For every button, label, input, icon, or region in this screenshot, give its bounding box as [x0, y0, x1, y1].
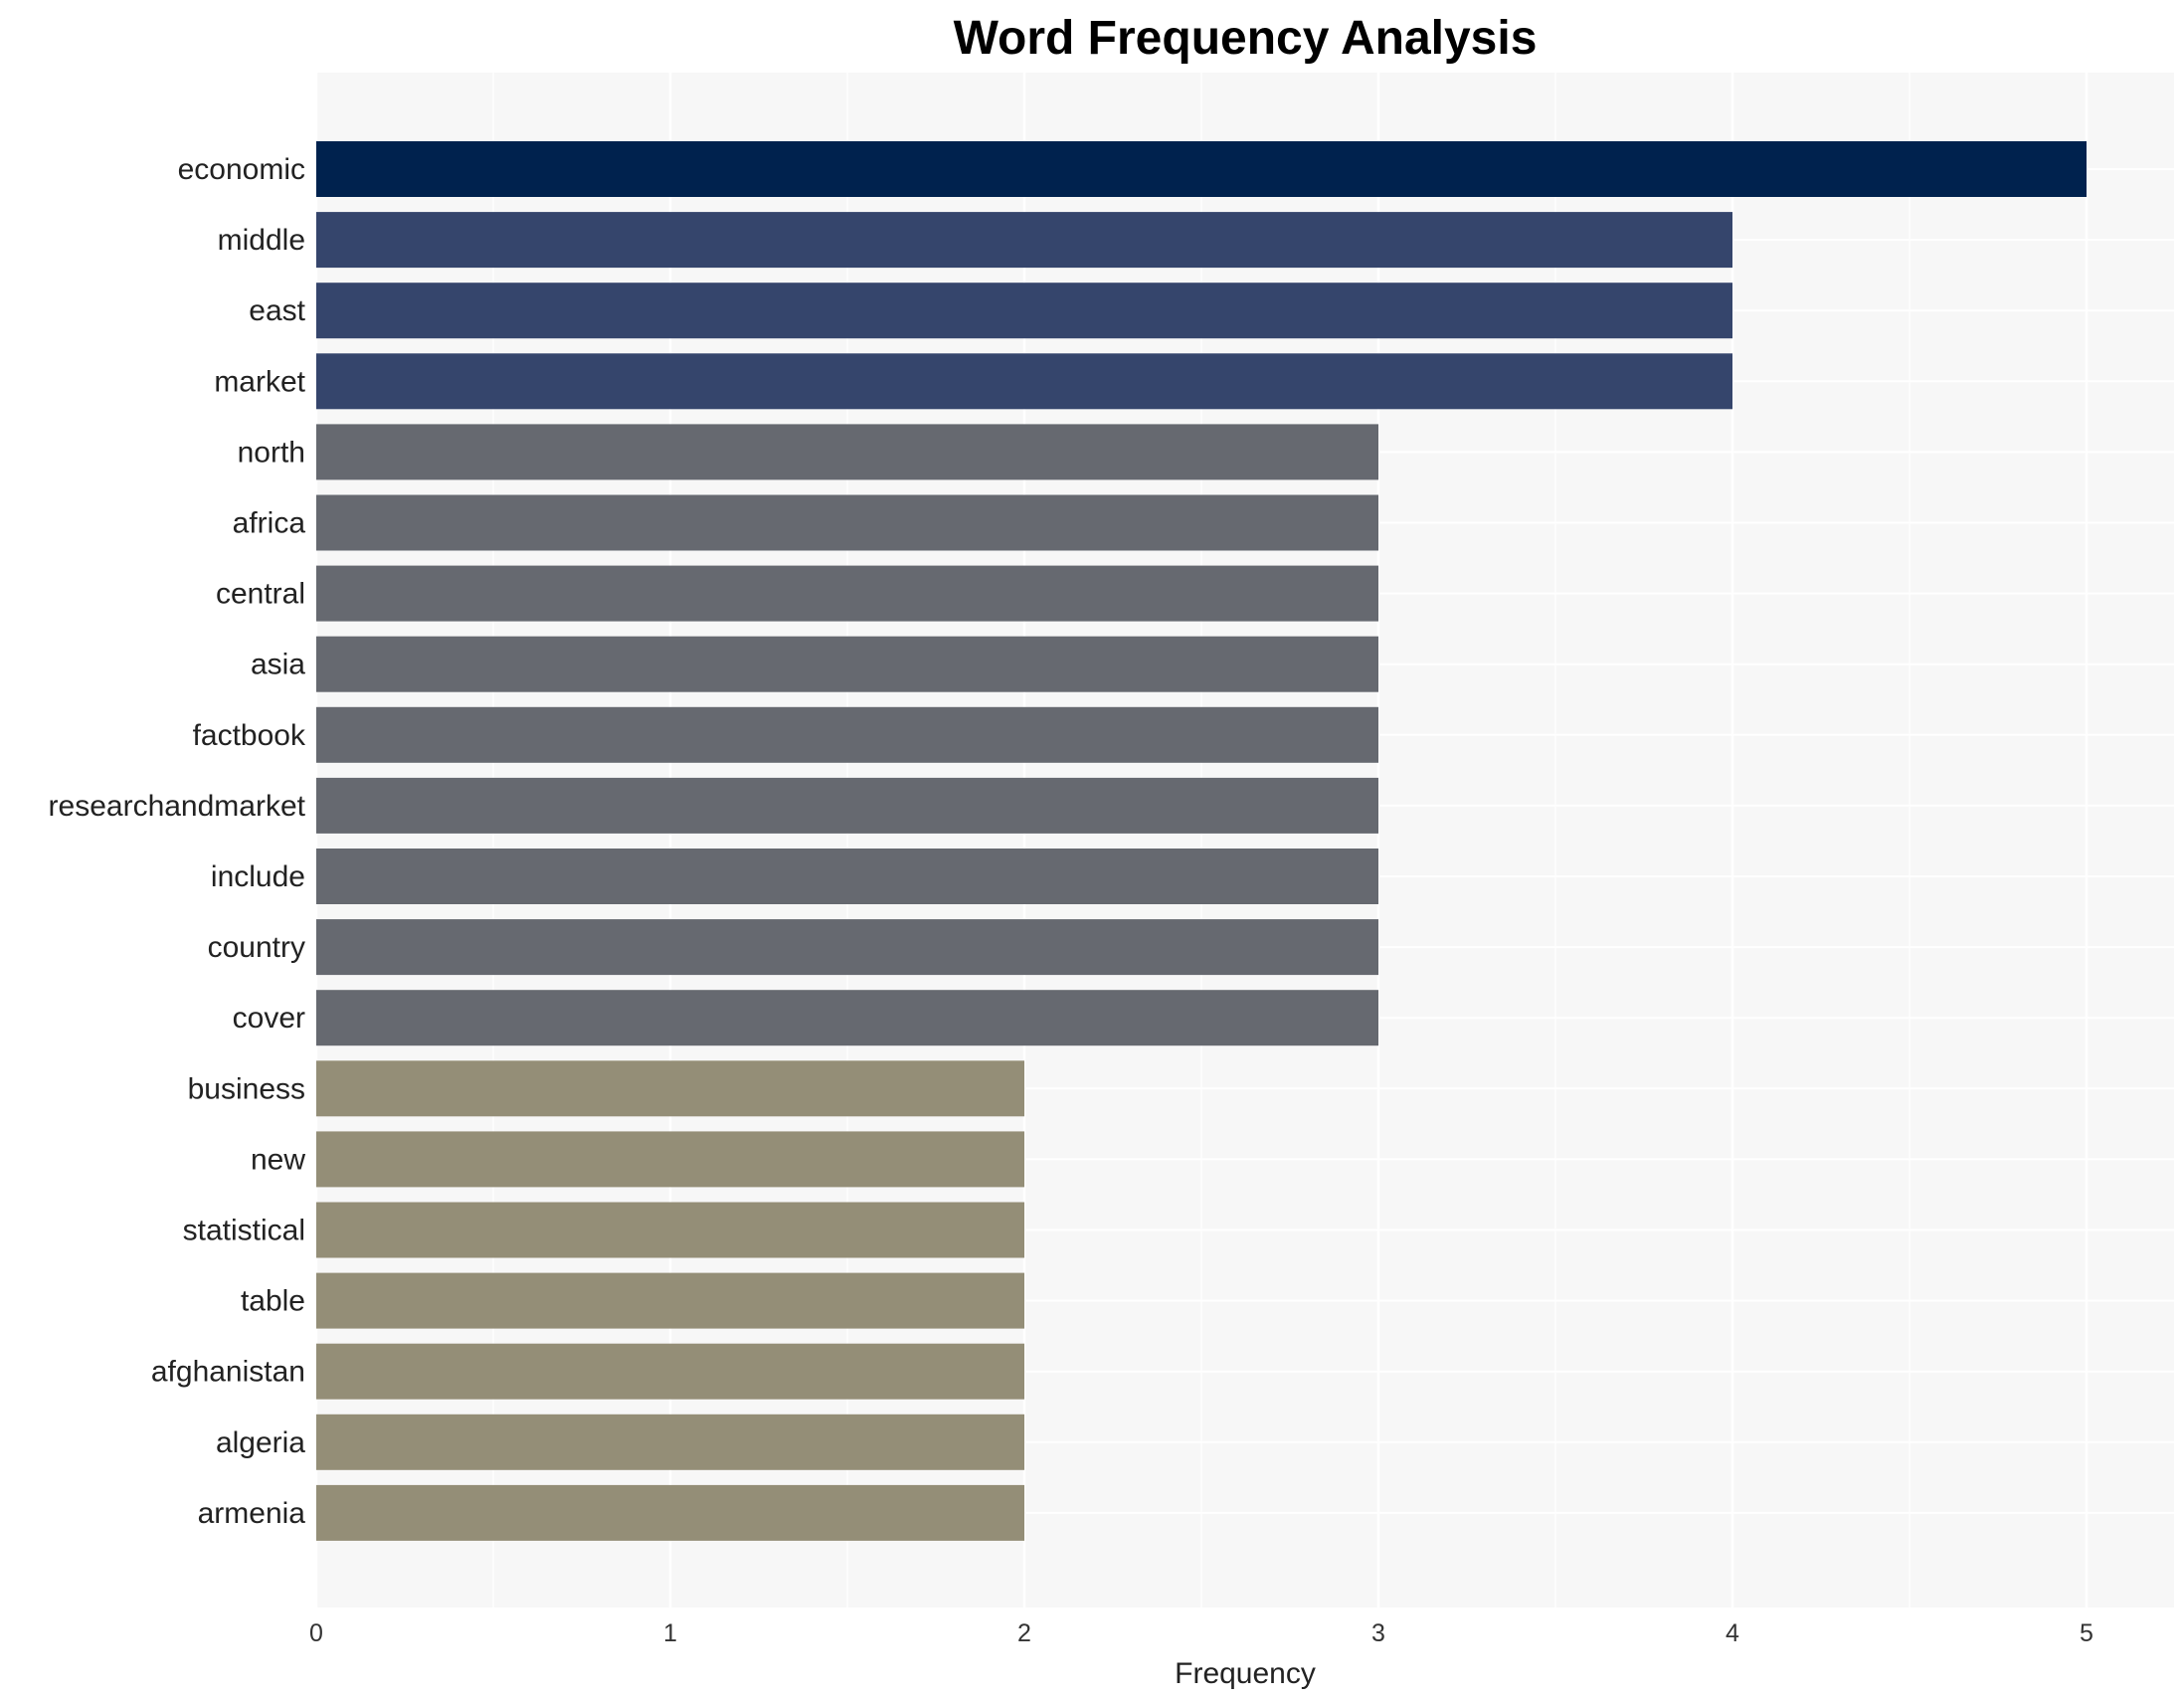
- bar-armenia: [316, 1484, 1024, 1541]
- x-tick-label: 1: [663, 1619, 677, 1647]
- y-tick-label: africa: [233, 507, 306, 540]
- y-tick-label: afghanistan: [151, 1356, 305, 1389]
- y-tick-label: east: [249, 294, 305, 327]
- bars: [316, 141, 2087, 1541]
- bar-new: [316, 1131, 1024, 1188]
- x-axis-label: Frequency: [1175, 1657, 1316, 1690]
- bar-middle: [316, 212, 1732, 269]
- bar-africa: [316, 494, 1378, 551]
- bar-north: [316, 424, 1378, 480]
- x-tick-label: 0: [309, 1619, 323, 1647]
- x-tick-label: 5: [2080, 1619, 2093, 1647]
- bar-country: [316, 919, 1378, 976]
- bar-economic: [316, 141, 2087, 197]
- y-tick-label: country: [208, 931, 305, 964]
- y-tick-label: armenia: [198, 1497, 306, 1530]
- x-tick-labels: 0 1 2 3 4 5: [309, 1619, 2093, 1647]
- y-tick-label: middle: [218, 224, 305, 257]
- y-tick-label: table: [241, 1285, 305, 1318]
- bar-factbook: [316, 706, 1378, 763]
- bar-researchandmarket: [316, 777, 1378, 834]
- y-tick-label: statistical: [183, 1215, 305, 1247]
- y-tick-label: north: [238, 436, 305, 469]
- y-tick-label: researchandmarket: [49, 790, 306, 823]
- bar-business: [316, 1060, 1024, 1117]
- bar-market: [316, 353, 1732, 410]
- y-tick-labels: economic middle east market north africa centr…: [49, 153, 306, 1530]
- y-tick-label: cover: [233, 1002, 305, 1035]
- y-tick-label: market: [214, 365, 305, 398]
- bar-afghanistan: [316, 1343, 1024, 1400]
- y-tick-label: new: [251, 1143, 305, 1176]
- chart-title: Word Frequency Analysis: [954, 12, 1538, 65]
- bar-algeria: [316, 1414, 1024, 1470]
- y-tick-label: asia: [251, 649, 305, 681]
- y-tick-label: algeria: [216, 1426, 305, 1459]
- bar-central: [316, 565, 1378, 622]
- x-tick-label: 4: [1726, 1619, 1739, 1647]
- bar-include: [316, 849, 1378, 904]
- x-tick-label: 2: [1017, 1619, 1031, 1647]
- bar-asia: [316, 636, 1378, 692]
- y-tick-label: economic: [178, 153, 305, 186]
- bar-cover: [316, 990, 1378, 1046]
- y-tick-label: business: [188, 1072, 305, 1105]
- bar-table: [316, 1272, 1024, 1329]
- x-tick-label: 3: [1371, 1619, 1385, 1647]
- y-tick-label: central: [216, 578, 305, 611]
- y-tick-label: include: [211, 860, 305, 893]
- bar-statistical: [316, 1202, 1024, 1258]
- bar-east: [316, 283, 1732, 339]
- y-tick-label: factbook: [193, 719, 306, 752]
